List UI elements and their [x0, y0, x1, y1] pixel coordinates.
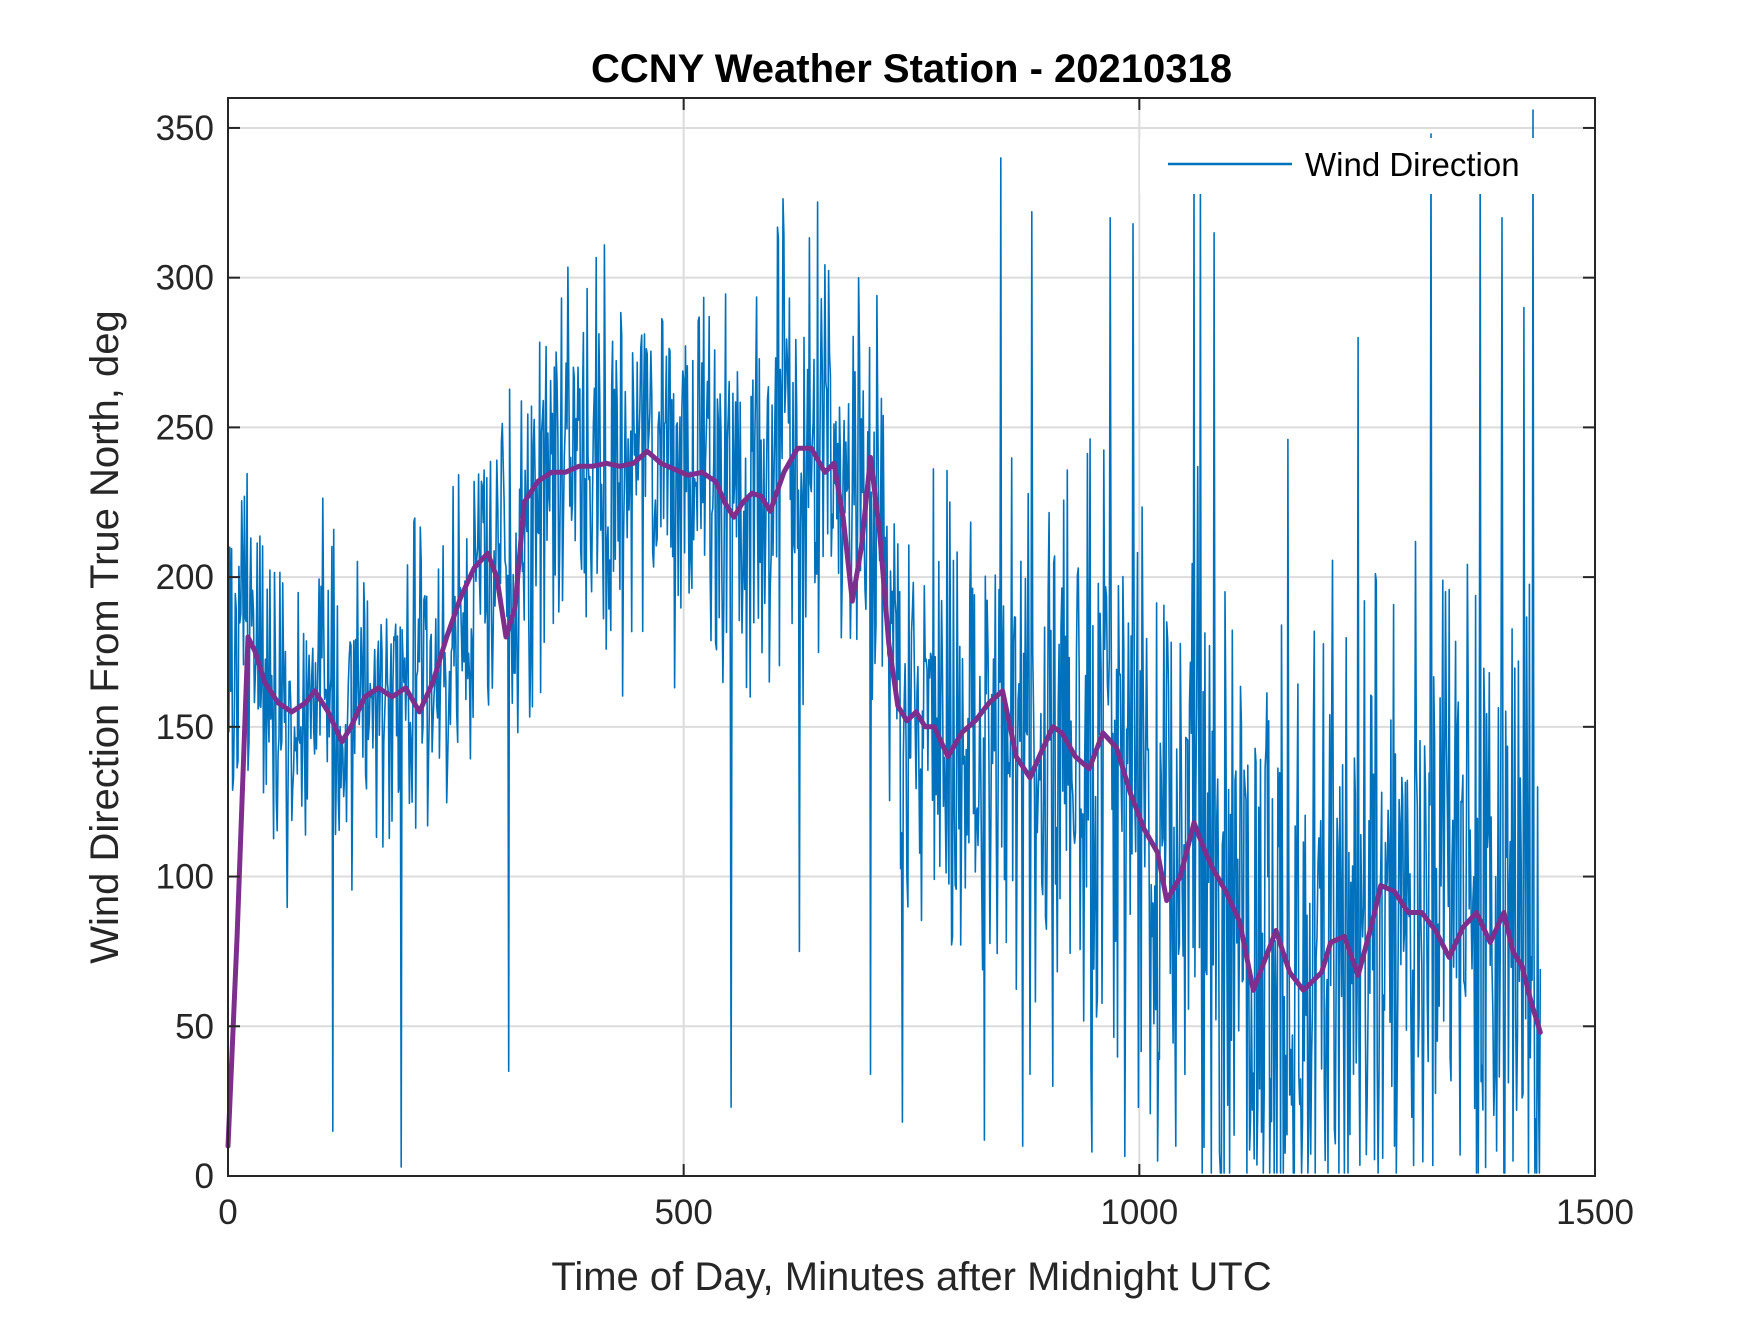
running-mean-line [225, 445, 1543, 1149]
x-tick-label: 0 [218, 1193, 237, 1232]
y-axis-label: Wind Direction From True North, deg [83, 310, 127, 964]
x-tick-label: 1000 [1100, 1193, 1178, 1232]
legend: Wind Direction [1140, 138, 1560, 194]
y-tick-label: 250 [156, 408, 214, 447]
y-tick-label: 200 [156, 558, 214, 597]
x-tick-label: 1500 [1556, 1193, 1634, 1232]
x-axis-label: Time of Day, Minutes after Midnight UTC [551, 1255, 1271, 1299]
legend-box [1140, 138, 1560, 194]
chart-title: CCNY Weather Station - 20210318 [591, 47, 1232, 91]
y-tick-label: 100 [156, 858, 214, 897]
axis-ticks [227, 98, 1596, 1177]
series-layer [225, 109, 1543, 1174]
y-tick-label: 350 [156, 109, 214, 148]
y-tick-label: 150 [156, 708, 214, 747]
x-tick-label: 500 [654, 1193, 712, 1232]
legend-label-wind-direction: Wind Direction [1305, 146, 1520, 183]
y-tick-label: 0 [195, 1157, 214, 1196]
axes-box [227, 97, 1596, 1177]
grid-lines [228, 98, 1595, 1176]
y-tick-label: 300 [156, 259, 214, 298]
tick-labels: 0 500 1000 1500 0 50 100 150 200 250 300 350 [156, 109, 1634, 1232]
y-tick-label: 50 [175, 1007, 214, 1046]
